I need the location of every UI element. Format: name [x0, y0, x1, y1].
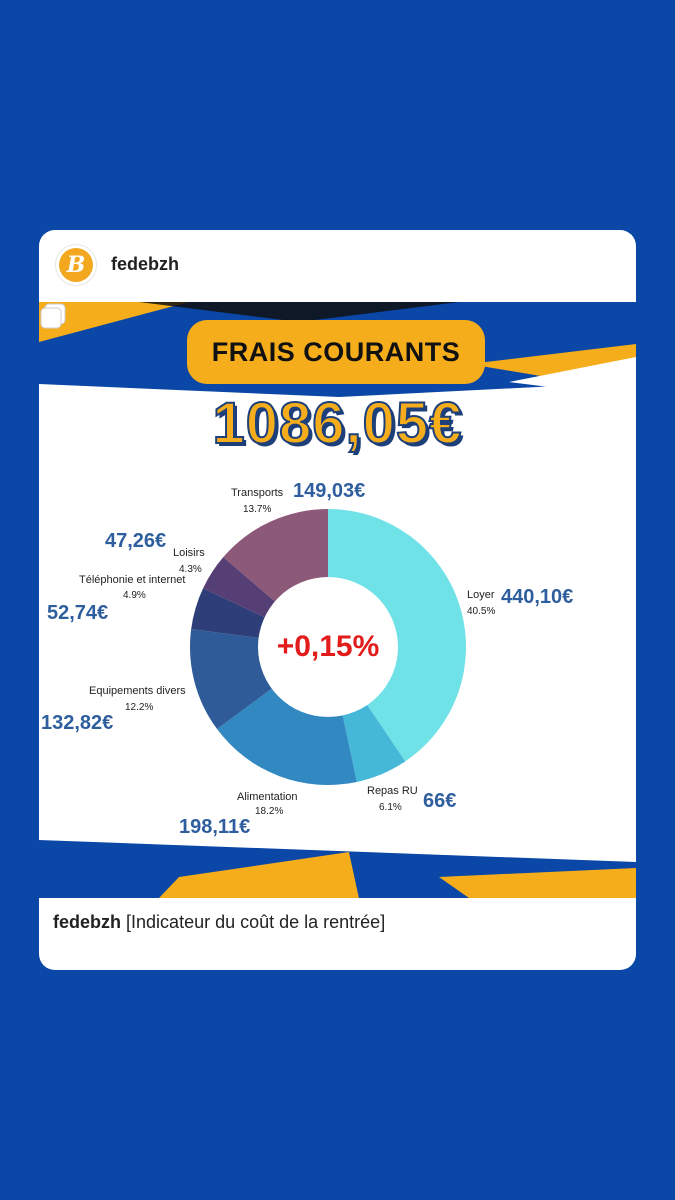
- slice-amount-transports: 149,03€: [293, 480, 366, 502]
- total-amount: 1086,05€: [212, 390, 463, 457]
- slice-amount-repas: 66€: [423, 790, 457, 812]
- caption-username[interactable]: fedebzh: [53, 912, 122, 932]
- slice-label-loyer: Loyer: [467, 589, 495, 601]
- top-left-yellow-shape: [39, 302, 189, 342]
- bottom-yellow-shape-2: [439, 868, 636, 898]
- change-percent: +0,15%: [276, 630, 380, 663]
- donut-slice-loisirs: [203, 557, 277, 619]
- slice-amount-alimentation: 198,11€: [179, 816, 251, 838]
- bottom-yellow-shape-1: [159, 852, 359, 898]
- slice-percent-equipements: 12.2%: [125, 702, 154, 713]
- slice-amount-equipements: 132,82€: [41, 712, 114, 734]
- post-card: B fedebzh FRAIS COURANTS 1086,05€ +0,1: [39, 230, 636, 970]
- slice-percent-repas: 6.1%: [379, 802, 402, 813]
- slice-label-alimentation: Alimentation: [237, 791, 298, 803]
- slice-percent-loyer: 40.5%: [467, 606, 496, 617]
- slice-percent-transports: 13.7%: [243, 504, 272, 515]
- slice-label-repas: Repas RU: [367, 785, 418, 797]
- donut-slice-repas-ru: [342, 703, 406, 782]
- slice-percent-telephonie: 4.9%: [123, 590, 146, 601]
- post-image[interactable]: FRAIS COURANTS 1086,05€ +0,15% Transport…: [39, 302, 636, 898]
- slice-percent-alimentation: 18.2%: [255, 806, 284, 817]
- slice-amount-loyer: 440,10€: [501, 586, 574, 608]
- donut-slice-t-l-phonie-et-internet: [191, 588, 267, 639]
- donut-slice-equipements-divers: [190, 629, 274, 730]
- donut-center: [258, 577, 398, 717]
- slice-label-equipements: Equipements divers: [89, 685, 186, 697]
- avatar[interactable]: B: [55, 244, 97, 286]
- slice-percent-loisirs: 4.3%: [179, 564, 202, 575]
- multiple-images-icon: [40, 303, 66, 329]
- top-right-white-shape: [509, 357, 636, 398]
- post-header: B fedebzh: [39, 230, 636, 302]
- slice-amount-loisirs: 47,26€: [105, 530, 167, 552]
- donut-slice-transports: [223, 509, 328, 603]
- caption-text: [Indicateur du coût de la rentrée]: [126, 912, 386, 932]
- avatar-logo: B: [59, 248, 93, 282]
- bottom-blue-notch: [349, 852, 399, 898]
- slice-label-loisirs: Loisirs: [173, 547, 205, 559]
- top-dark-shape: [139, 302, 459, 322]
- slice-label-transports: Transports: [231, 487, 284, 499]
- slice-amount-telephonie: 52,74€: [47, 602, 109, 624]
- post-caption: fedebzh [Indicateur du coût de la rentré…: [53, 912, 385, 933]
- username[interactable]: fedebzh: [111, 254, 180, 274]
- donut-chart: [190, 509, 466, 785]
- donut-slice-loyer: [328, 509, 466, 762]
- background-shapes: [39, 302, 636, 898]
- donut-slice-alimentation: [217, 687, 357, 785]
- title-banner: FRAIS COURANTS: [187, 320, 485, 384]
- slice-label-telephonie: Téléphonie et internet: [79, 574, 186, 586]
